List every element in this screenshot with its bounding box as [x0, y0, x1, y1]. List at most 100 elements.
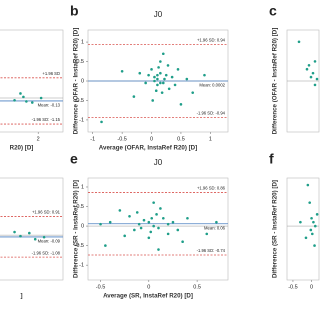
reference-label: +1.96 SD: 0.94: [197, 38, 226, 43]
data-point: [171, 220, 175, 224]
x-axis-label: Average (OFAR, InstaRef R20) [D]: [99, 145, 197, 152]
data-point: [181, 240, 184, 244]
data-point: [118, 209, 122, 212]
plot-frame: [0, 29, 64, 133]
plot-frame: [286, 177, 320, 281]
panel-letter: c: [269, 3, 277, 19]
data-point: [308, 201, 311, 204]
data-point: [30, 101, 34, 104]
y-tick-label: 1: [81, 40, 84, 46]
data-point: [304, 236, 308, 240]
panel-title: J0: [154, 10, 163, 19]
data-point: [157, 66, 160, 69]
x-tick-label: 0.5: [193, 284, 201, 290]
x-tick-label: 0.5: [177, 136, 185, 142]
data-point: [307, 64, 311, 67]
y-tick-label: 0.5: [76, 59, 84, 65]
data-point: [120, 69, 124, 73]
data-point: [150, 68, 153, 71]
data-point: [159, 81, 162, 85]
y-tick-label: 1: [81, 184, 84, 190]
x-tick-label: -1: [90, 136, 95, 142]
data-point: [164, 73, 168, 77]
data-point: [156, 77, 159, 81]
y-tick-label: -0.5: [75, 98, 84, 104]
data-point: [299, 220, 302, 224]
data-point: [19, 234, 22, 238]
data-point: [123, 234, 126, 238]
data-point: [313, 60, 317, 63]
data-point: [191, 91, 195, 94]
data-point: [133, 228, 136, 232]
reference-label: -1.96 SD: -1.15: [32, 117, 61, 122]
data-point: [179, 103, 183, 106]
data-point: [142, 218, 146, 222]
data-point: [163, 77, 166, 81]
y-axis-label: Difference (OFAR - InstaRef R20) [D]: [73, 28, 80, 135]
x-tick-label: -0.5: [96, 284, 105, 290]
x-axis-label: Average (SR, InstaRef R20) [D]: [103, 293, 193, 300]
panel-title: J0: [154, 158, 163, 167]
x-axis-label: R20) [D]: [10, 145, 34, 152]
reference-label: -1.96 SD: -1.08: [32, 250, 61, 255]
data-point: [166, 64, 170, 67]
data-point: [306, 183, 310, 187]
panel-letter: f: [269, 151, 274, 167]
x-axis-label: ]: [20, 293, 22, 300]
data-point: [155, 213, 158, 216]
data-point: [157, 248, 160, 251]
data-point: [305, 67, 309, 71]
data-point: [13, 230, 16, 234]
data-point: [310, 216, 313, 220]
data-point: [108, 220, 112, 224]
data-point: [104, 244, 107, 247]
x-tick-label: 2: [37, 136, 40, 142]
x-tick-label: 0: [310, 284, 313, 290]
data-point: [309, 228, 313, 232]
y-tick-label: 0: [81, 78, 84, 84]
data-point: [156, 73, 159, 77]
data-point: [28, 231, 31, 235]
data-point: [153, 75, 156, 79]
reference-label: +1.96 SD: [42, 71, 60, 76]
data-point: [42, 235, 46, 239]
data-point: [311, 71, 315, 75]
data-point: [315, 77, 319, 81]
y-tick-label: -1: [79, 117, 84, 123]
reference-label: +1.96 SD: 0.86: [197, 186, 226, 191]
data-point: [297, 40, 301, 44]
data-point: [99, 222, 102, 226]
data-point: [215, 220, 218, 224]
reference-label: Mean: -0.13: [38, 103, 61, 108]
data-point: [186, 216, 189, 220]
data-point: [162, 216, 165, 220]
y-axis-label: Difference (SR - InstaRef R20) [D]: [73, 180, 80, 278]
data-point: [159, 207, 162, 210]
data-point: [154, 89, 158, 93]
x-tick-label: 1: [209, 136, 212, 142]
data-point: [128, 214, 131, 218]
data-point: [147, 73, 150, 77]
data-point: [159, 60, 162, 63]
data-point: [100, 120, 103, 124]
x-tick-label: -0.5: [117, 136, 126, 142]
data-point: [139, 226, 143, 230]
y-axis-label: Difference (OFAR - InstaRef R20) [D]: [272, 28, 279, 135]
reference-label: -1.96 SD: -0.94: [197, 111, 226, 116]
data-point: [132, 95, 136, 98]
data-point: [13, 98, 16, 102]
panel-letter: e: [70, 151, 78, 167]
data-point: [203, 73, 206, 77]
x-tick-label: 0: [147, 284, 150, 290]
x-tick-label: -0.5: [288, 284, 297, 290]
data-point: [176, 68, 180, 71]
data-point: [137, 222, 141, 226]
data-point: [313, 224, 317, 228]
data-point: [144, 81, 147, 85]
reference-label: +1.96 SD: 0.91: [32, 210, 61, 215]
data-point: [157, 226, 160, 230]
data-point: [173, 83, 177, 87]
data-point: [149, 230, 153, 234]
data-point: [161, 52, 165, 56]
